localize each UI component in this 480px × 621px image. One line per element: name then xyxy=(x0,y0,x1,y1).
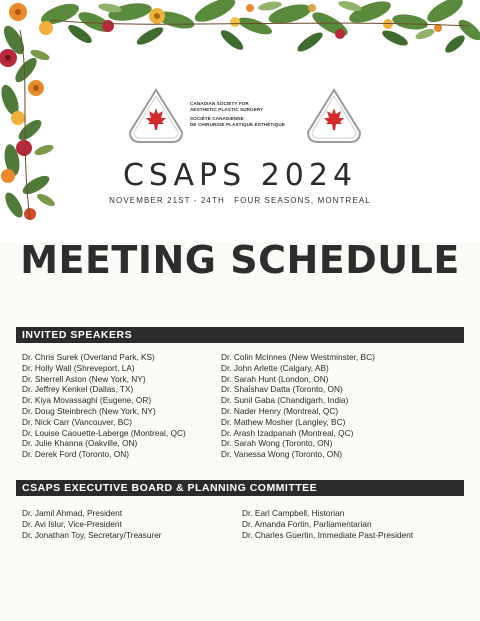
page-title: MEETING SCHEDULE xyxy=(20,238,460,282)
list-item: Dr. Jeffrey Kenkel (Dallas, TX) xyxy=(22,384,134,395)
section-heading-speakers: INVITED SPEAKERS xyxy=(16,327,464,343)
list-item: Dr. Julie Khanna (Oakville, ON) xyxy=(22,438,138,449)
list-item: Dr. Colin McInnes (New Westminster, BC) xyxy=(221,352,375,362)
speakers-list-right: Dr. Colin McInnes (New Westminster, BC) … xyxy=(221,352,375,460)
list-item: Dr. Nader Henry (Montreal, QC) xyxy=(221,405,339,416)
board-list-left: Dr. Jamil Ahmad, President Dr. Avi Islur… xyxy=(22,508,162,540)
list-item: Dr. Louise Caouette-Laberge (Montreal, Q… xyxy=(22,427,186,438)
maple-leaf-badge-icon xyxy=(306,88,362,143)
list-item: Dr. Avi Islur, Vice-President xyxy=(22,518,122,529)
list-item: Dr. Jamil Ahmad, President xyxy=(22,508,123,518)
list-item: Dr. John Arlette (Calgary, AB) xyxy=(221,362,329,373)
list-item: Dr. Amanda Fortin, Parliamentarian xyxy=(242,518,372,529)
event-dates: NOVEMBER 21ST - 24TH xyxy=(109,196,225,205)
logo-line-1: CANADIAN SOCIETY FOR xyxy=(190,101,249,106)
logo-text: CANADIAN SOCIETY FOR AESTHETIC PLASTIC S… xyxy=(190,101,302,128)
list-item: Dr. Doug Steinbrech (New York, NY) xyxy=(22,405,156,416)
list-item: Dr. Vanessa Wong (Toronto, ON) xyxy=(221,449,342,460)
list-item: Dr. Derek Ford (Toronto, ON) xyxy=(22,449,129,460)
logo-line-2: AESTHETIC PLASTIC SURGERY xyxy=(190,107,264,112)
csaps-logo: CANADIAN SOCIETY FOR AESTHETIC PLASTIC S… xyxy=(124,88,364,148)
list-item: Dr. Nick Carr (Vancouver, BC) xyxy=(22,416,133,427)
maple-leaf-badge-icon xyxy=(128,88,184,143)
list-item: Dr. Earl Campbell, Historian xyxy=(242,508,345,518)
list-item: Dr. Charles Guertin, Immediate Past-Pres… xyxy=(242,529,414,540)
header-banner: CANADIAN SOCIETY FOR AESTHETIC PLASTIC S… xyxy=(0,0,480,242)
list-item: Dr. Sherrell Aston (New York, NY) xyxy=(22,373,146,384)
floral-garland-image xyxy=(0,0,480,221)
list-item: Dr. Arash Izadpanah (Montreal, QC) xyxy=(221,427,354,438)
list-item: Dr. Kiya Movassaghi (Eugene, OR) xyxy=(22,395,152,406)
list-item: Dr. Sunil Gaba (Chandigarh, India) xyxy=(221,395,349,406)
speakers-list-left: Dr. Chris Surek (Overland Park, KS) Dr. … xyxy=(22,352,186,460)
list-item: Dr. Shaishav Datta (Toronto, ON) xyxy=(221,384,343,395)
list-item: Dr. Jonathan Toy, Secretary/Treasurer xyxy=(22,529,162,540)
list-item: Dr. Mathew Mosher (Langley, BC) xyxy=(221,416,346,427)
board-list-right: Dr. Earl Campbell, Historian Dr. Amanda … xyxy=(242,508,413,540)
list-item: Dr. Holly Wall (Shreveport, LA) xyxy=(22,362,135,373)
event-subline: NOVEMBER 21ST - 24TH FOUR SEASONS, MONTR… xyxy=(0,196,480,205)
logo-line-3: SOCIÉTÉ CANADIENNE xyxy=(190,116,244,121)
section-heading-board: CSAPS EXECUTIVE BOARD & PLANNING COMMITT… xyxy=(16,480,464,496)
list-item: Dr. Chris Surek (Overland Park, KS) xyxy=(22,352,155,362)
list-item: Dr. Sarah Hunt (London, ON) xyxy=(221,373,329,384)
logo-line-4: DE CHIRURGIE PLASTIQUE ESTHÉTIQUE xyxy=(190,122,285,127)
list-item: Dr. Sarah Wong (Toronto, ON) xyxy=(221,438,333,449)
event-venue: FOUR SEASONS, MONTREAL xyxy=(234,196,371,205)
event-title: CSAPS 2024 xyxy=(122,158,358,193)
